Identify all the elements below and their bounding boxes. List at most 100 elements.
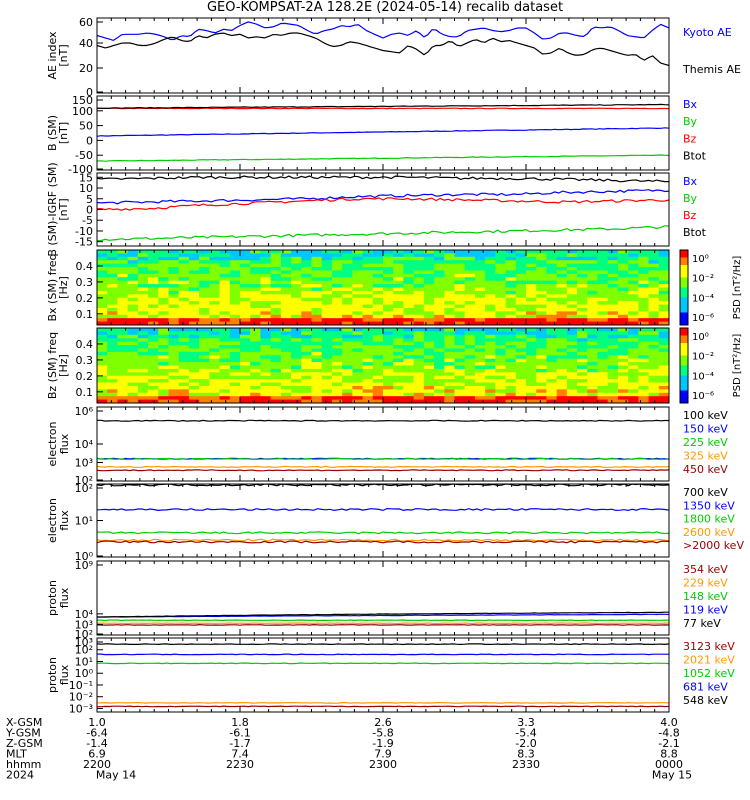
heatmap-cell xyxy=(495,392,507,397)
heatmap-cell xyxy=(566,318,578,323)
series-line xyxy=(96,21,670,42)
heatmap-cell xyxy=(444,277,455,282)
heatmap-cell xyxy=(423,297,435,302)
heatmap-cell xyxy=(240,341,251,346)
heatmap-cell xyxy=(566,314,578,319)
heatmap-cell xyxy=(291,368,302,373)
heatmap-cell xyxy=(158,256,169,261)
colorbar-segment xyxy=(680,310,688,313)
heatmap-cell xyxy=(515,355,527,360)
heatmap-cell xyxy=(291,338,302,343)
heatmap-cell xyxy=(148,389,159,394)
heatmap-cell xyxy=(331,314,343,319)
heatmap-cell xyxy=(137,382,149,387)
colorbar-tick-label: 10⁻⁴ xyxy=(692,371,714,382)
heatmap-cell xyxy=(137,250,149,254)
heatmap-cell xyxy=(474,334,486,339)
heatmap-cell xyxy=(393,273,404,278)
heatmap-cell xyxy=(362,318,374,323)
heatmap-cell xyxy=(434,334,445,339)
heatmap-cell xyxy=(178,290,190,295)
heatmap-cell xyxy=(505,256,517,261)
ephemeris-value: 2300 xyxy=(369,758,397,771)
heatmap-cell xyxy=(495,351,507,356)
heatmap-cell xyxy=(444,297,455,302)
heatmap-cell xyxy=(148,355,159,360)
heatmap-cell xyxy=(301,375,312,380)
heatmap-cell xyxy=(515,263,527,268)
heatmap-cell xyxy=(178,273,190,278)
heatmap-cell xyxy=(546,290,558,295)
heatmap-cell xyxy=(280,267,292,271)
heatmap-cell xyxy=(352,375,364,380)
heatmap-cell xyxy=(413,314,425,319)
heatmap-cell xyxy=(434,314,445,319)
heatmap-cell xyxy=(229,334,241,339)
heatmap-cell xyxy=(321,284,333,288)
heatmap-cell xyxy=(526,267,537,271)
heatmap-cell xyxy=(658,345,670,349)
heatmap-cell xyxy=(393,389,404,394)
heatmap-cell xyxy=(209,379,221,384)
heatmap-cell xyxy=(638,372,650,377)
heatmap-cell xyxy=(617,318,629,323)
heatmap-cell xyxy=(229,301,241,306)
heatmap-cell xyxy=(648,284,660,288)
heatmap-cell xyxy=(556,284,568,288)
heatmap-cell xyxy=(229,345,241,349)
heatmap-cell xyxy=(526,256,537,261)
heatmap-cell xyxy=(372,341,384,346)
heatmap-cell xyxy=(311,314,323,319)
heatmap-cell xyxy=(587,345,598,349)
colorbar-label: PSD [nT²/Hz] xyxy=(732,256,743,320)
heatmap-cell xyxy=(127,294,139,299)
heatmap-cell xyxy=(638,250,650,254)
heatmap-cell xyxy=(536,263,547,268)
heatmap-cell xyxy=(515,334,527,339)
heatmap-cell xyxy=(577,362,588,366)
heatmap-cell xyxy=(474,307,486,312)
heatmap-cell xyxy=(628,372,639,377)
heatmap-cell xyxy=(526,318,537,323)
heatmap-cell xyxy=(342,280,353,285)
heatmap-cell xyxy=(117,355,129,360)
heatmap-cell xyxy=(219,290,231,295)
heatmap-cell xyxy=(270,365,282,370)
heatmap-cell xyxy=(178,389,190,394)
heatmap-cell xyxy=(260,389,272,394)
y-tick-label: -5 xyxy=(82,214,93,227)
heatmap-cell xyxy=(270,372,282,377)
heatmap-cell xyxy=(301,372,312,377)
heatmap-cell xyxy=(556,358,568,363)
heatmap-cell xyxy=(617,385,629,390)
heatmap-cell xyxy=(577,351,588,356)
heatmap-cell xyxy=(250,311,261,316)
heatmap-cell xyxy=(526,331,537,336)
heatmap-cell xyxy=(423,287,435,292)
heatmap-cell xyxy=(219,256,231,261)
heatmap-cell xyxy=(107,368,118,373)
heatmap-cell xyxy=(229,260,241,265)
heatmap-cell xyxy=(260,365,272,370)
heatmap-cell xyxy=(413,284,425,288)
heatmap-cell xyxy=(607,334,619,339)
heatmap-cell xyxy=(546,345,558,349)
legend-entry: Btot xyxy=(683,150,707,163)
heatmap-cell xyxy=(107,267,118,271)
heatmap-cell xyxy=(474,341,486,346)
heatmap-cell xyxy=(546,334,558,339)
heatmap-cell xyxy=(526,321,537,326)
heatmap-cell xyxy=(137,375,149,380)
heatmap-cell xyxy=(638,321,650,326)
heatmap-cell xyxy=(628,385,639,390)
heatmap-cell xyxy=(617,358,629,363)
legend-entry: 325 keV xyxy=(683,449,728,462)
heatmap-cell xyxy=(628,290,639,295)
heatmap-cell xyxy=(536,396,547,401)
heatmap-cell xyxy=(301,301,312,306)
colorbar-segment xyxy=(680,380,688,384)
heatmap-cell xyxy=(383,355,394,360)
heatmap-cell xyxy=(250,362,261,366)
series-line xyxy=(96,538,670,542)
heatmap-cell xyxy=(342,365,353,370)
